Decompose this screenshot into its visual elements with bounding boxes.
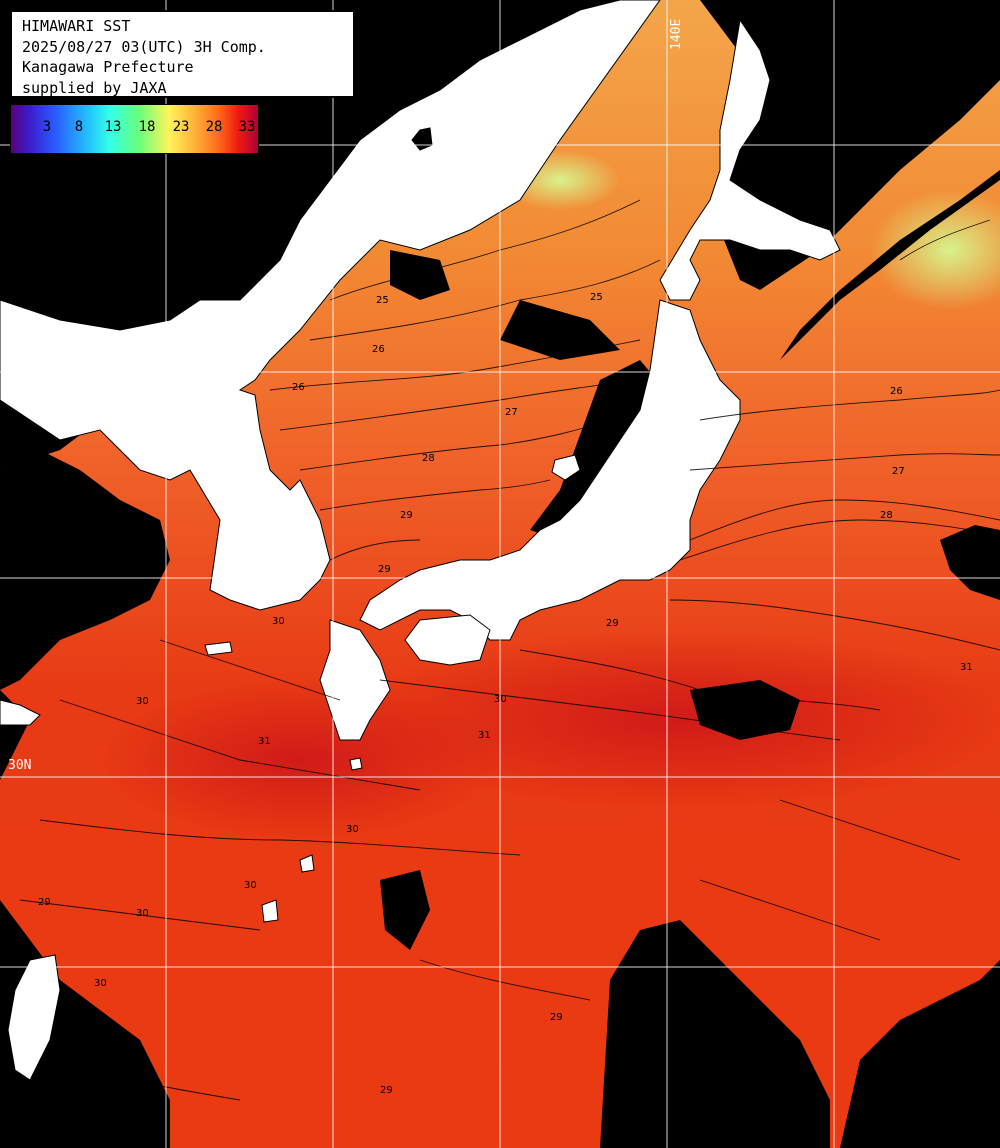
cool-water-north: [870, 190, 1000, 310]
warm-core: [100, 680, 500, 840]
svg-text:26: 26: [372, 344, 385, 355]
latitude-label: 40N: [8, 352, 32, 367]
warm-core: [350, 630, 1000, 810]
svg-text:29: 29: [400, 510, 413, 521]
svg-text:29: 29: [378, 564, 391, 575]
svg-text:28: 28: [880, 510, 893, 521]
svg-text:29: 29: [550, 1012, 563, 1023]
svg-text:31: 31: [960, 662, 973, 673]
svg-text:31: 31: [258, 736, 271, 747]
colorbar-tick: 18: [138, 119, 156, 135]
svg-text:30: 30: [244, 880, 257, 891]
temperature-colorbar: 3 8 13 18 23 28 33: [10, 104, 259, 154]
svg-text:29: 29: [606, 618, 619, 629]
colorbar-tick: 23: [172, 119, 190, 135]
svg-text:30: 30: [346, 824, 359, 835]
colorbar-tick: 3: [42, 119, 52, 135]
sst-contours: [19, 19, 1000, 1101]
longitude-label: 140E: [669, 18, 684, 50]
map-region: Kanagawa Prefecture: [22, 58, 194, 76]
colorbar-tick: 28: [205, 119, 223, 135]
svg-text:25: 25: [376, 295, 389, 306]
map-title-box: HIMAWARI SST 2025/08/27 03(UTC) 3H Comp.…: [10, 10, 355, 98]
colorbar-tick: 33: [238, 119, 256, 135]
svg-text:30: 30: [272, 616, 285, 627]
map-title: HIMAWARI SST: [22, 17, 131, 35]
svg-text:25: 25: [590, 292, 603, 303]
latitude-label: 30N: [8, 758, 32, 773]
svg-text:30: 30: [136, 908, 149, 919]
svg-text:27: 27: [505, 407, 518, 418]
svg-text:29: 29: [380, 1085, 393, 1096]
colorbar-tick: 13: [104, 119, 122, 135]
svg-text:26: 26: [890, 386, 903, 397]
colorbar-tick: 8: [74, 119, 84, 135]
svg-text:30: 30: [94, 978, 107, 989]
svg-text:29: 29: [38, 897, 51, 908]
svg-text:26: 26: [292, 382, 305, 393]
svg-text:31: 31: [478, 730, 491, 741]
map-timestamp: 2025/08/27 03(UTC) 3H Comp.: [22, 37, 266, 56]
land-masses: [0, 0, 841, 1081]
svg-text:30: 30: [136, 696, 149, 707]
colorbar-ticks: 3 8 13 18 23 28 33: [11, 119, 258, 139]
map-credit: supplied by JAXA: [22, 78, 167, 97]
svg-text:28: 28: [422, 453, 435, 464]
svg-text:27: 27: [892, 466, 905, 477]
